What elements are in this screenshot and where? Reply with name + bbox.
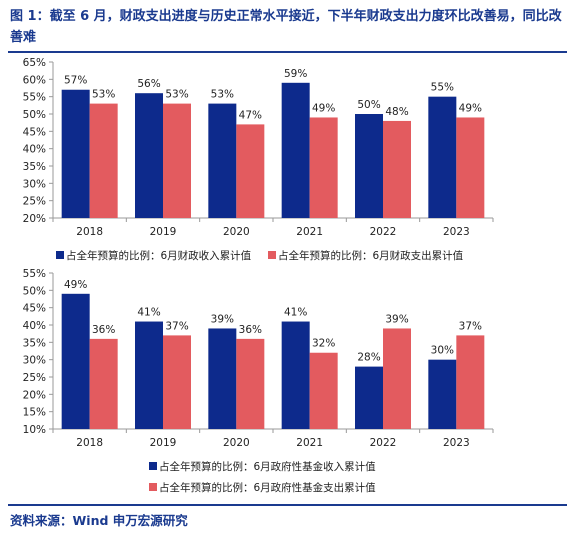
bar-expenditure bbox=[456, 335, 485, 429]
bar-revenue bbox=[281, 321, 310, 429]
figure-title: 图 1：截至 6 月，财政支出进度与历史正常水平接近，下半年财政支出力度环比改善… bbox=[10, 9, 562, 45]
bar-revenue bbox=[61, 293, 90, 429]
x-tick-label: 2019 bbox=[150, 226, 177, 238]
data-label: 55% bbox=[431, 82, 454, 94]
data-label: 49% bbox=[459, 102, 482, 114]
y-tick-label: 20% bbox=[23, 389, 46, 401]
x-tick-label: 2018 bbox=[76, 437, 103, 449]
y-tick-label: 35% bbox=[23, 337, 46, 349]
data-label: 36% bbox=[92, 324, 115, 336]
data-label: 32% bbox=[312, 338, 335, 350]
legend-label: 占全年预算的比例：6月财政支出累计值 bbox=[278, 249, 464, 262]
y-tick-label: 20% bbox=[23, 213, 46, 225]
data-label: 39% bbox=[385, 313, 408, 325]
bar-revenue bbox=[355, 114, 383, 218]
data-label: 39% bbox=[211, 313, 234, 325]
y-tick-label: 55% bbox=[23, 268, 46, 280]
data-label: 37% bbox=[165, 320, 188, 332]
footer-divider bbox=[8, 504, 567, 506]
legend-swatch bbox=[149, 483, 157, 491]
y-tick-label: 10% bbox=[23, 424, 46, 436]
bar-expenditure bbox=[383, 120, 411, 218]
bar-revenue bbox=[208, 103, 237, 218]
bar-revenue bbox=[428, 359, 457, 429]
y-tick-label: 45% bbox=[23, 126, 46, 138]
data-label: 56% bbox=[137, 78, 160, 90]
bar-expenditure bbox=[236, 124, 265, 218]
x-tick-label: 2018 bbox=[76, 226, 103, 238]
y-tick-label: 30% bbox=[23, 355, 46, 367]
data-label: 48% bbox=[385, 106, 408, 118]
y-tick-label: 25% bbox=[23, 196, 46, 208]
data-label: 53% bbox=[211, 89, 234, 101]
bar-revenue bbox=[208, 328, 237, 429]
data-label: 41% bbox=[284, 307, 307, 319]
bar-revenue bbox=[355, 366, 383, 429]
bar-revenue bbox=[281, 82, 310, 218]
legend-label: 占全年预算的比例：6月政府性基金支出累计值 bbox=[159, 481, 376, 494]
x-tick-label: 2023 bbox=[443, 437, 470, 449]
title-divider bbox=[8, 51, 567, 53]
x-tick-label: 2022 bbox=[370, 226, 397, 238]
y-tick-label: 45% bbox=[23, 303, 46, 315]
bar-revenue bbox=[61, 89, 90, 218]
data-label: 28% bbox=[357, 352, 380, 364]
data-label: 53% bbox=[92, 89, 115, 101]
bar-expenditure bbox=[383, 328, 411, 429]
data-label: 37% bbox=[459, 320, 482, 332]
data-label: 36% bbox=[239, 324, 262, 336]
bar-expenditure bbox=[309, 352, 338, 429]
y-tick-label: 25% bbox=[23, 372, 46, 384]
legend-swatch bbox=[149, 462, 157, 470]
y-tick-label: 50% bbox=[23, 285, 46, 297]
y-tick-label: 55% bbox=[23, 92, 46, 104]
y-tick-label: 40% bbox=[23, 144, 46, 156]
x-tick-label: 2019 bbox=[150, 437, 177, 449]
data-label: 49% bbox=[312, 102, 335, 114]
data-label: 49% bbox=[64, 279, 87, 291]
bar-expenditure bbox=[236, 338, 265, 429]
data-label: 47% bbox=[239, 109, 262, 121]
bar-revenue bbox=[135, 93, 163, 218]
chart-fiscal-revenue-expenditure: 20% 25% 30% 35% 40% 45% 50% 55% 60% 65% 57% 53% 2018… bbox=[23, 57, 494, 262]
legend-label: 占全年预算的比例：6月政府性基金收入累计值 bbox=[159, 460, 376, 473]
source-note: 资料来源：Wind 申万宏源研究 bbox=[10, 513, 188, 528]
x-tick-label: 2023 bbox=[443, 226, 470, 238]
y-tick-label: 40% bbox=[23, 320, 46, 332]
x-tick-label: 2021 bbox=[296, 437, 323, 449]
bar-expenditure bbox=[163, 335, 191, 429]
bar-expenditure bbox=[163, 103, 191, 218]
y-tick-label: 60% bbox=[23, 74, 46, 86]
bar-expenditure bbox=[89, 103, 118, 218]
data-label: 53% bbox=[165, 89, 188, 101]
data-label: 30% bbox=[431, 345, 454, 357]
legend-swatch bbox=[268, 251, 276, 259]
y-tick-label: 65% bbox=[23, 57, 46, 69]
y-tick-label: 50% bbox=[23, 109, 46, 121]
bar-revenue bbox=[428, 96, 457, 218]
legend-swatch bbox=[56, 251, 64, 259]
chart-government-fund-revenue-expenditure: 10% 15% 20% 25% 30% 35% 40% 45% 50% 55% 49% 36% 2018… bbox=[23, 268, 494, 494]
x-tick-label: 2021 bbox=[296, 226, 323, 238]
data-label: 57% bbox=[64, 75, 87, 87]
x-tick-label: 2020 bbox=[223, 226, 250, 238]
bar-expenditure bbox=[456, 117, 485, 218]
y-tick-label: 15% bbox=[23, 407, 46, 419]
data-label: 50% bbox=[357, 99, 380, 111]
y-tick-label: 35% bbox=[23, 161, 46, 173]
bar-expenditure bbox=[309, 117, 338, 218]
legend-label: 占全年预算的比例：6月财政收入累计值 bbox=[66, 249, 252, 262]
y-tick-label: 30% bbox=[23, 178, 46, 190]
data-label: 41% bbox=[137, 307, 160, 319]
bar-expenditure bbox=[89, 338, 118, 429]
x-tick-label: 2022 bbox=[370, 437, 397, 449]
data-label: 59% bbox=[284, 68, 307, 80]
x-tick-label: 2020 bbox=[223, 437, 250, 449]
bar-revenue bbox=[135, 321, 163, 429]
